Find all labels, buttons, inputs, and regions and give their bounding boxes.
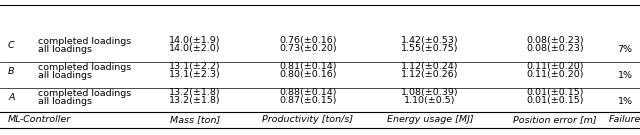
Text: 13.1(±2.2): 13.1(±2.2): [169, 63, 221, 72]
Text: 0.08(±0.23): 0.08(±0.23): [526, 36, 584, 45]
Text: Productivity [ton/s]: Productivity [ton/s]: [262, 116, 353, 124]
Text: 0.80(±0.16): 0.80(±0.16): [279, 70, 337, 80]
Text: 1.08(±0.39): 1.08(±0.39): [401, 89, 459, 97]
Text: 0.08(±0.23): 0.08(±0.23): [526, 45, 584, 53]
Text: 7%: 7%: [618, 45, 632, 53]
Text: all loadings: all loadings: [38, 70, 92, 80]
Text: 1.10(±0.5): 1.10(±0.5): [404, 97, 456, 105]
Text: C: C: [8, 40, 15, 50]
Text: A: A: [8, 92, 15, 102]
Text: Failure: Failure: [609, 116, 640, 124]
Text: 0.76(±0.16): 0.76(±0.16): [279, 36, 337, 45]
Text: 14.0(±1.9): 14.0(±1.9): [169, 36, 221, 45]
Text: 0.11(±0.20): 0.11(±0.20): [526, 63, 584, 72]
Text: 0.88(±0.14): 0.88(±0.14): [279, 89, 337, 97]
Text: B: B: [8, 67, 15, 75]
Text: Energy usage [MJ]: Energy usage [MJ]: [387, 116, 474, 124]
Text: 0.01(±0.15): 0.01(±0.15): [526, 89, 584, 97]
Text: 13.1(±2.3): 13.1(±2.3): [169, 70, 221, 80]
Text: 1.12(±0.24): 1.12(±0.24): [401, 63, 459, 72]
Text: all loadings: all loadings: [38, 97, 92, 105]
Text: 1%: 1%: [618, 97, 632, 105]
Text: completed loadings: completed loadings: [38, 36, 131, 45]
Text: 13.2(±1.8): 13.2(±1.8): [169, 97, 221, 105]
Text: completed loadings: completed loadings: [38, 89, 131, 97]
Text: 1.55(±0.75): 1.55(±0.75): [401, 45, 459, 53]
Text: ML-Controller: ML-Controller: [8, 116, 71, 124]
Text: 0.01(±0.15): 0.01(±0.15): [526, 97, 584, 105]
Text: 0.11(±0.20): 0.11(±0.20): [526, 70, 584, 80]
Text: 0.73(±0.20): 0.73(±0.20): [279, 45, 337, 53]
Text: 1%: 1%: [618, 70, 632, 80]
Text: 1.12(±0.26): 1.12(±0.26): [401, 70, 459, 80]
Text: 0.87(±0.15): 0.87(±0.15): [279, 97, 337, 105]
Text: 14.0(±2.0): 14.0(±2.0): [169, 45, 221, 53]
Text: 13.2(±1.8): 13.2(±1.8): [169, 89, 221, 97]
Text: Mass [ton]: Mass [ton]: [170, 116, 220, 124]
Text: completed loadings: completed loadings: [38, 63, 131, 72]
Text: all loadings: all loadings: [38, 45, 92, 53]
Text: 1.42(±0.53): 1.42(±0.53): [401, 36, 459, 45]
Text: Position error [m]: Position error [m]: [513, 116, 597, 124]
Text: 0.81(±0.14): 0.81(±0.14): [279, 63, 337, 72]
